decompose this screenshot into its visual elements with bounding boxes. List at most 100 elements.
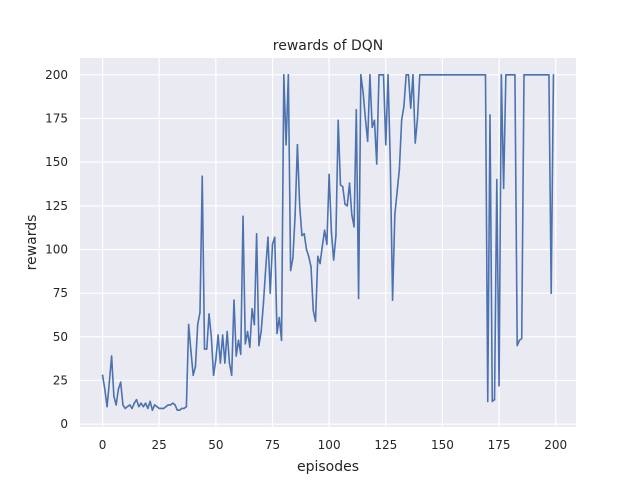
data-point [520, 337, 523, 340]
data-point [255, 232, 258, 235]
chart-title: rewards of DQN [273, 38, 383, 54]
data-point [434, 74, 437, 76]
data-point [167, 404, 170, 406]
data-point [201, 175, 204, 177]
data-point [124, 407, 126, 410]
data-point [398, 168, 401, 170]
data-point [303, 232, 306, 235]
data-point [326, 243, 328, 246]
data-point [337, 119, 340, 122]
data-point [364, 117, 367, 120]
data-point [110, 355, 113, 357]
x-tick-label: 25 [152, 438, 167, 452]
data-point [298, 205, 301, 207]
data-point [378, 74, 380, 76]
data-point [119, 381, 122, 384]
x-tick-labels: 0 25 50 75 100 125 150 175 200 [99, 438, 567, 452]
data-point [344, 203, 346, 205]
data-point [310, 266, 312, 268]
data-point [457, 74, 460, 76]
data-point [477, 74, 480, 76]
data-point [287, 74, 290, 76]
data-point [489, 114, 491, 116]
data-point [430, 74, 432, 76]
data-point [498, 384, 500, 387]
data-point [260, 330, 262, 333]
x-tick-label: 100 [318, 438, 341, 452]
data-point [147, 407, 149, 410]
data-point [418, 74, 421, 76]
x-tick-label: 150 [431, 438, 454, 452]
data-point [165, 405, 167, 408]
data-point [335, 234, 337, 237]
data-point [205, 348, 208, 350]
data-point [507, 74, 509, 76]
data-point [475, 74, 478, 76]
data-point [149, 400, 151, 403]
data-point [505, 74, 507, 76]
data-point [273, 236, 276, 239]
data-point [153, 404, 156, 406]
data-point [171, 402, 174, 404]
x-tick-label: 50 [208, 438, 223, 452]
data-point [210, 336, 213, 338]
data-point [518, 339, 521, 342]
data-point [140, 402, 142, 404]
data-point [496, 178, 498, 181]
data-point [296, 143, 299, 146]
data-point [237, 339, 240, 342]
data-point [258, 344, 260, 347]
data-point [416, 117, 419, 120]
data-point [348, 182, 351, 184]
data-point [428, 74, 430, 76]
data-point [421, 74, 423, 76]
data-point [439, 74, 441, 76]
data-point [217, 334, 219, 336]
data-point [330, 231, 333, 233]
data-point [269, 292, 272, 294]
data-point [323, 229, 326, 232]
data-point [314, 320, 317, 322]
data-point [464, 74, 466, 76]
data-point [108, 381, 111, 384]
x-axis-label: episodes [297, 459, 359, 475]
data-point [289, 269, 292, 272]
data-point [536, 74, 539, 76]
data-point [375, 163, 378, 165]
data-point [514, 74, 516, 76]
data-point [242, 215, 244, 218]
data-point [321, 245, 324, 247]
data-point [328, 173, 330, 176]
data-point [396, 191, 398, 193]
x-tick-label: 125 [374, 438, 397, 452]
data-point [194, 365, 197, 368]
data-point [403, 105, 405, 108]
data-point [441, 74, 444, 76]
data-point [301, 234, 303, 237]
data-point [226, 330, 228, 333]
data-point [246, 330, 249, 333]
data-point [387, 74, 389, 76]
data-point [160, 407, 163, 410]
y-tick-label: 25 [53, 373, 68, 387]
data-point [208, 313, 210, 315]
data-point [142, 405, 145, 408]
data-point [541, 74, 543, 76]
data-point [355, 108, 358, 111]
x-tick-label: 175 [488, 438, 511, 452]
data-point [539, 74, 541, 76]
data-point [156, 405, 158, 408]
data-point [534, 74, 537, 76]
data-point [113, 395, 115, 397]
data-point [366, 140, 369, 143]
data-point [471, 74, 473, 76]
data-point [548, 74, 550, 76]
data-point [224, 362, 226, 364]
data-point [138, 405, 140, 408]
data-point [285, 143, 287, 146]
data-point [502, 187, 505, 190]
data-point [181, 407, 183, 410]
x-tick-label: 0 [99, 438, 107, 452]
data-point [233, 299, 235, 301]
